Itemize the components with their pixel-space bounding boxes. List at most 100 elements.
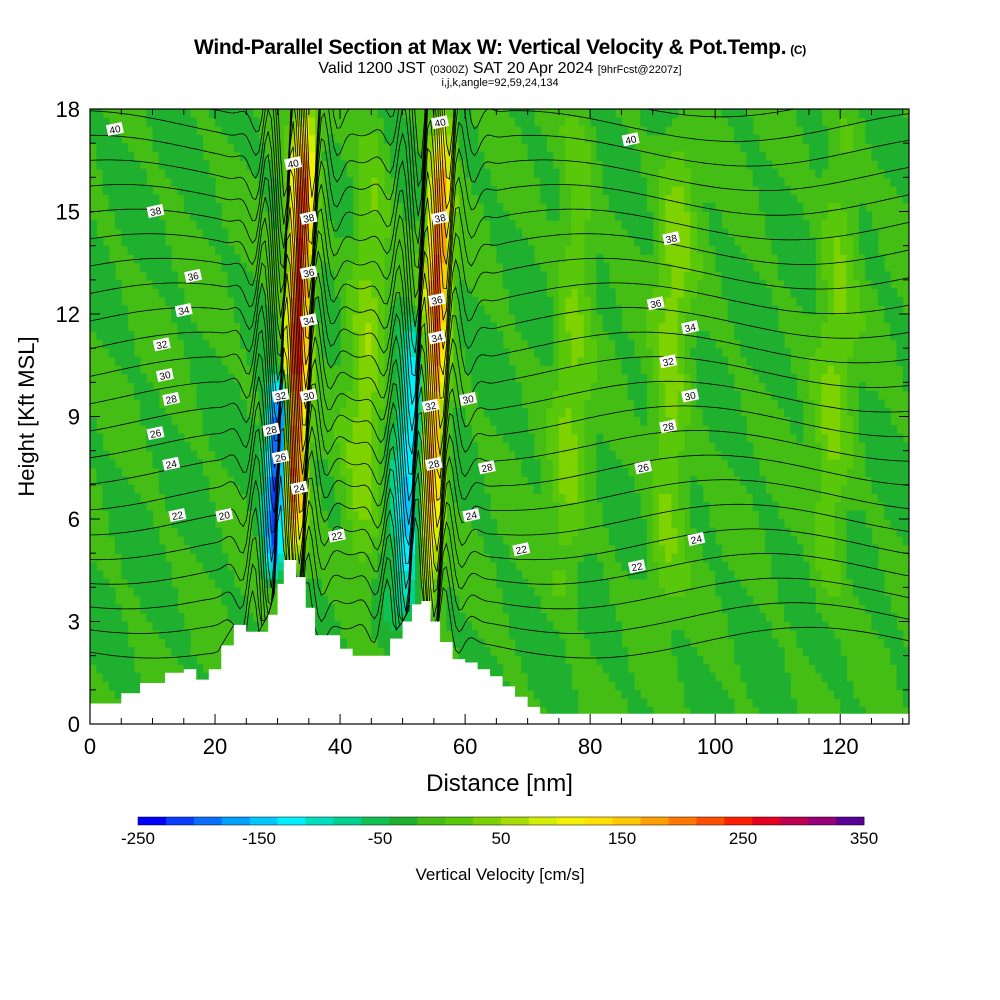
velocity-cell (296, 459, 304, 469)
velocity-cell (165, 493, 210, 503)
theta-contour-26 (90, 324, 909, 572)
velocity-cell (846, 288, 860, 298)
velocity-cell (502, 595, 541, 606)
velocity-cell (321, 339, 341, 349)
velocity-cell (433, 493, 441, 503)
contour-label-bg (299, 265, 318, 280)
velocity-cell (390, 168, 422, 178)
velocity-cell (840, 373, 848, 383)
velocity-cell (277, 527, 285, 537)
velocity-cell (290, 621, 341, 631)
velocity-cell (346, 314, 354, 324)
velocity-cell (371, 390, 385, 401)
velocity-cell (383, 510, 391, 520)
velocity-cell (665, 544, 679, 554)
velocity-cell (90, 305, 129, 315)
velocity-cell (346, 322, 354, 332)
velocity-cell (427, 536, 435, 546)
velocity-cell (821, 467, 848, 477)
velocity-cell (758, 373, 798, 383)
velocity-cell (158, 288, 185, 298)
velocity-cell (96, 664, 135, 674)
y-tick-label: 6 (68, 507, 80, 532)
velocity-cell (858, 425, 898, 435)
velocity-cell (596, 143, 635, 153)
velocity-cell (433, 245, 441, 255)
velocity-cell (833, 245, 841, 255)
contour-label-bg (215, 508, 234, 523)
velocity-cell (733, 134, 760, 144)
velocity-cell (415, 271, 422, 281)
velocity-cell (346, 501, 354, 512)
velocity-cell (665, 296, 679, 307)
velocity-cell (102, 339, 135, 349)
velocity-cell (440, 220, 447, 230)
contour-label-40: 40 (284, 156, 303, 171)
velocity-cell (227, 271, 254, 281)
velocity-cell (121, 553, 166, 563)
velocity-cell (402, 450, 416, 460)
velocity-cell (221, 587, 241, 597)
velocity-cell (90, 237, 104, 247)
velocity-cell (433, 109, 441, 119)
velocity-cell (577, 476, 585, 486)
velocity-cell (421, 476, 429, 486)
velocity-cell (346, 510, 360, 520)
velocity-cell (871, 612, 898, 623)
velocity-cell (808, 160, 829, 170)
velocity-cell (283, 373, 291, 383)
velocity-cell (477, 390, 522, 401)
velocity-cell (777, 254, 816, 264)
velocity-cell (602, 519, 648, 529)
velocity-cell (90, 296, 122, 307)
velocity-cell (633, 407, 648, 418)
velocity-cell (90, 262, 116, 272)
velocity-cell (283, 134, 291, 144)
contour-label-24: 24 (162, 456, 181, 472)
velocity-cell (683, 185, 691, 196)
velocity-cell (358, 288, 372, 298)
velocity-cell (371, 595, 385, 606)
velocity-cell (290, 126, 297, 136)
velocity-cell (602, 501, 641, 512)
velocity-cell (602, 177, 648, 187)
velocity-cell (840, 117, 848, 127)
velocity-cell (846, 519, 866, 529)
velocity-cell (858, 245, 879, 255)
velocity-cell (433, 160, 441, 170)
velocity-cell (646, 314, 666, 324)
velocity-cell (658, 211, 666, 221)
velocity-cell (446, 356, 454, 366)
velocity-cell (821, 493, 841, 503)
velocity-cell (390, 365, 397, 375)
contour-label-text: 34 (302, 315, 316, 328)
velocity-cell (596, 450, 616, 460)
velocity-cell (558, 314, 566, 324)
velocity-cell (283, 544, 291, 554)
velocity-cell (558, 296, 566, 307)
velocity-cell (196, 382, 241, 392)
velocity-cell (452, 476, 485, 486)
velocity-cell (383, 493, 391, 503)
velocity-cell (302, 245, 310, 255)
x-tick-label: 20 (203, 734, 227, 759)
velocity-cell (508, 621, 554, 631)
velocity-cell (258, 484, 266, 494)
velocity-cell (658, 450, 679, 460)
colorbar-swatch (445, 817, 474, 825)
colorbar-swatch (333, 817, 362, 825)
velocity-cell (552, 578, 566, 588)
velocity-cell (290, 228, 297, 238)
velocity-cell (833, 262, 848, 272)
velocity-cell (440, 553, 447, 563)
valid-time-local: Valid 1200 JST (318, 60, 426, 77)
velocity-cell (865, 271, 891, 281)
velocity-cell (677, 322, 685, 332)
velocity-cell (565, 245, 585, 255)
velocity-cell (90, 595, 116, 606)
velocity-cell (433, 570, 441, 580)
velocity-cell (290, 271, 297, 281)
velocity-cell (121, 237, 166, 247)
velocity-cell (283, 237, 291, 247)
velocity-cell (496, 245, 535, 255)
